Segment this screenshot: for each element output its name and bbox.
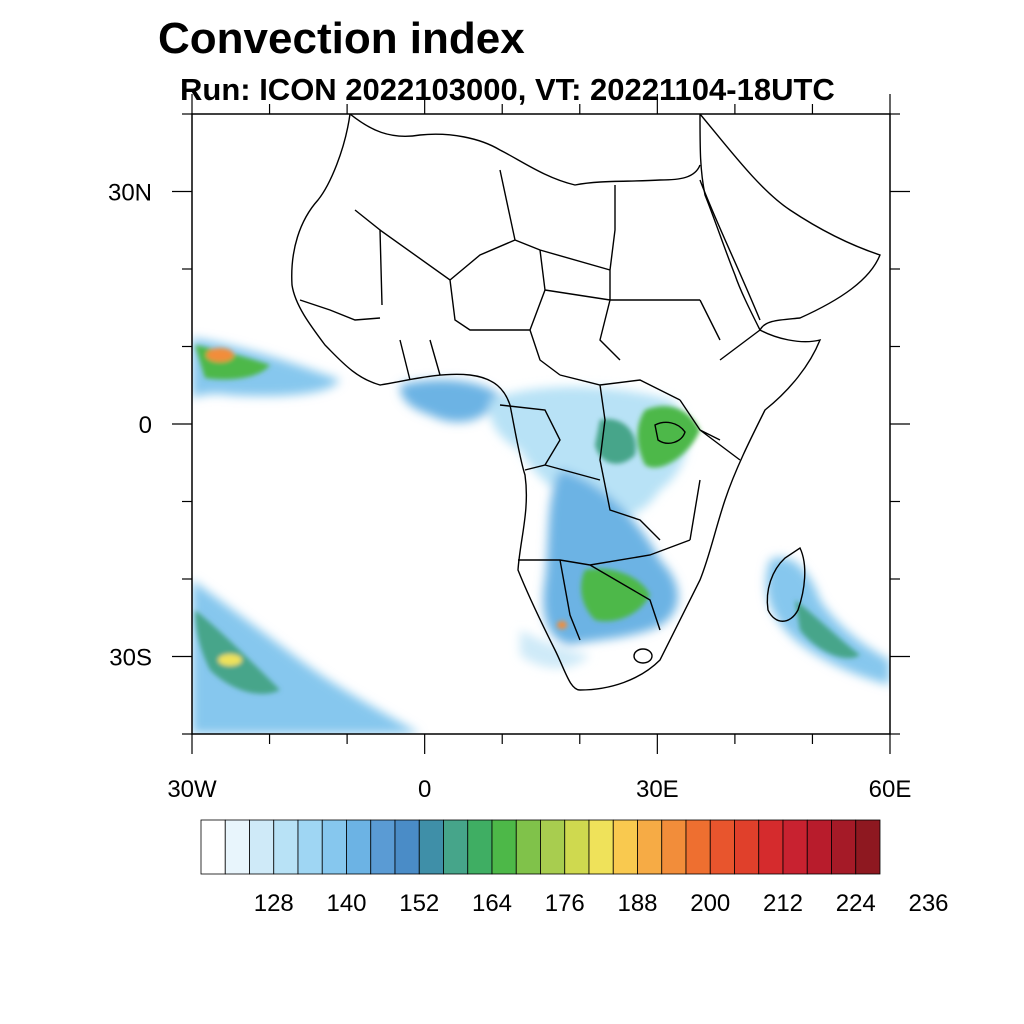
field-lake-victoria bbox=[637, 406, 700, 468]
country-borders bbox=[299, 169, 761, 641]
y-tick-label: 30S bbox=[109, 645, 152, 672]
africa-coastline bbox=[291, 114, 822, 691]
colorbar-swatch bbox=[612, 819, 638, 875]
colorbar-swatch bbox=[540, 819, 566, 875]
arabia-coastline bbox=[699, 114, 881, 331]
colorbar-swatch bbox=[564, 819, 590, 875]
y-tick-label: 30N bbox=[108, 180, 152, 207]
madagascar-coastline bbox=[766, 546, 806, 622]
colorbar-swatch bbox=[297, 819, 323, 875]
colorbar-swatch bbox=[782, 819, 808, 875]
colorbar-swatch bbox=[685, 819, 711, 875]
colorbar-swatch bbox=[806, 819, 832, 875]
lake-victoria bbox=[654, 421, 686, 444]
colorbar-swatch bbox=[467, 819, 493, 875]
field-north-atlantic-max bbox=[206, 348, 234, 362]
colorbar-tick-label: 176 bbox=[545, 890, 585, 917]
colorbar-tick-label: 188 bbox=[617, 890, 657, 917]
coastlines bbox=[291, 114, 881, 691]
colorbar-tick-label: 200 bbox=[690, 890, 730, 917]
x-tick-label: 30E bbox=[636, 776, 679, 803]
field-congo bbox=[489, 386, 689, 516]
colorbar-swatch bbox=[855, 819, 881, 875]
field-indian-ocean bbox=[766, 557, 890, 685]
red-sea bbox=[699, 179, 761, 321]
convection-field bbox=[192, 338, 890, 734]
chart-title: Convection index bbox=[158, 14, 525, 63]
field-south-atlantic-max bbox=[218, 654, 242, 666]
field-south-atlantic-core bbox=[195, 610, 280, 694]
field-kalahari-max bbox=[557, 621, 567, 629]
field-madagascar-core bbox=[795, 600, 860, 659]
colorbar-swatch bbox=[443, 819, 469, 875]
lesotho bbox=[633, 648, 653, 664]
colorbar-swatch bbox=[224, 819, 250, 875]
colorbar-swatch bbox=[661, 819, 687, 875]
colorbar-swatch bbox=[273, 819, 299, 875]
colorbar-swatch bbox=[346, 819, 372, 875]
colorbar-swatch bbox=[491, 819, 517, 875]
colorbar-tick-label: 164 bbox=[472, 890, 512, 917]
x-tick-label: 0 bbox=[418, 776, 431, 803]
colorbar-tick-label: 236 bbox=[908, 890, 948, 917]
colorbar-swatch bbox=[200, 819, 226, 875]
field-southern-africa-core bbox=[581, 568, 650, 622]
colorbar-swatch bbox=[637, 819, 663, 875]
colorbar-swatch bbox=[394, 819, 420, 875]
axis-ticks: 30W 0 30E 60E 30N 0 30S bbox=[108, 94, 911, 803]
y-tick-label: 0 bbox=[139, 412, 152, 439]
colorbar-tick-label: 224 bbox=[836, 890, 876, 917]
colorbar-swatch bbox=[709, 819, 735, 875]
colorbar-swatch bbox=[831, 819, 857, 875]
colorbar-swatch bbox=[321, 819, 347, 875]
field-south-atlantic bbox=[192, 580, 420, 734]
colorbar-tick-label: 128 bbox=[254, 890, 294, 917]
chart-subtitle: Run: ICON 2022103000, VT: 20221104-18UTC bbox=[180, 72, 835, 107]
colorbar-tick-label: 140 bbox=[326, 890, 366, 917]
colorbar-tick-label: 212 bbox=[763, 890, 803, 917]
colorbar-swatch bbox=[418, 819, 444, 875]
colorbar-swatch bbox=[370, 819, 396, 875]
colorbar-tick-label: 152 bbox=[399, 890, 439, 917]
colorbar-swatch bbox=[588, 819, 614, 875]
colorbar: 128 140 152 164 176 188 200 212 224 236 bbox=[200, 819, 949, 917]
colorbar-swatch bbox=[758, 819, 784, 875]
colorbar-swatch bbox=[734, 819, 760, 875]
colorbar-swatch bbox=[249, 819, 275, 875]
field-congo-core bbox=[595, 419, 636, 464]
x-tick-label: 60E bbox=[869, 776, 912, 803]
field-gulf-guinea bbox=[400, 379, 500, 423]
mediterranean-coast bbox=[349, 114, 701, 186]
x-tick-label: 30W bbox=[167, 776, 217, 803]
colorbar-swatch bbox=[515, 819, 541, 875]
